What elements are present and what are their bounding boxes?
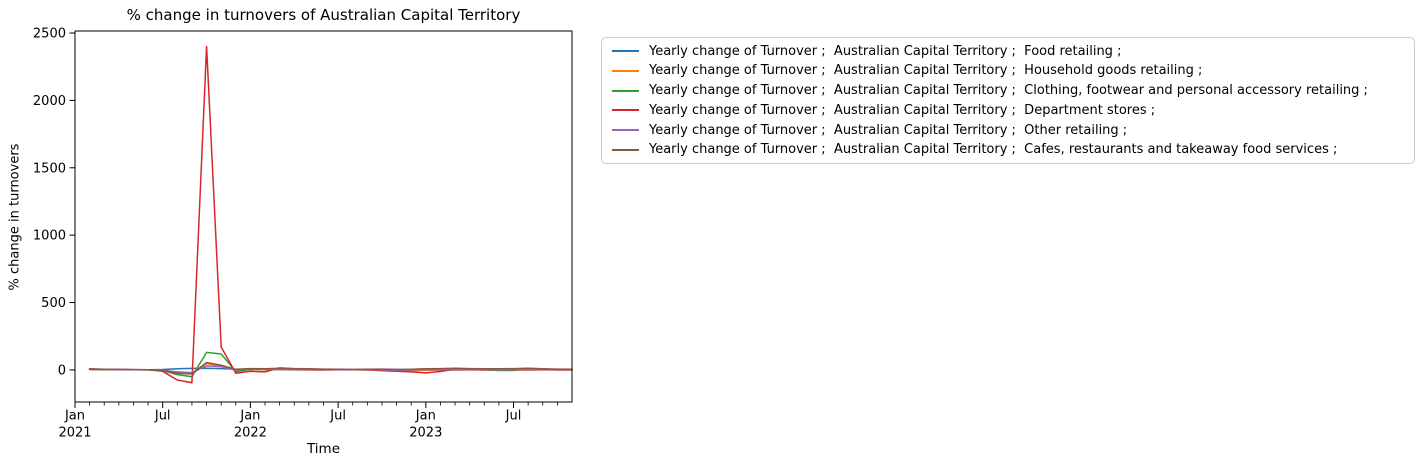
legend-line-sample [612,129,639,132]
x-tick-year-label: 2021 [58,426,91,441]
legend: Yearly change of Turnover ; Australian C… [601,37,1415,164]
x-tick-label: Jan [239,409,260,424]
x-tick-label: Jul [154,409,171,424]
legend-item: Yearly change of Turnover ; Australian C… [612,101,1404,120]
legend-line-sample [612,89,639,92]
legend-item-label: Yearly change of Turnover ; Australian C… [649,83,1368,99]
y-tick-label: 500 [41,296,66,311]
x-tick-label: Jan [64,409,85,424]
x-tick-label: Jan [415,409,436,424]
legend-line-sample [612,148,639,151]
series-line-5 [88,361,573,375]
legend-line-sample [612,69,639,72]
x-tick-label: Jul [505,409,522,424]
series-line-3 [88,45,573,384]
x-tick-year-label: 2022 [234,426,267,441]
legend-item: Yearly change of Turnover ; Australian C… [612,121,1404,140]
x-tick-label: Jul [329,409,346,424]
legend-item-label: Yearly change of Turnover ; Australian C… [649,43,1122,59]
x-tick-year-label: 2023 [409,426,442,441]
legend-item-label: Yearly change of Turnover ; Australian C… [649,63,1203,79]
legend-item: Yearly change of Turnover ; Australian C… [612,140,1404,159]
legend-item: Yearly change of Turnover ; Australian C… [612,42,1404,61]
y-tick-label: 1500 [33,161,66,176]
y-tick-label: 0 [58,363,66,378]
legend-item-label: Yearly change of Turnover ; Australian C… [649,102,1156,118]
series-line-2 [88,351,573,378]
y-tick-label: 2000 [33,94,66,109]
axes-spines [74,30,573,403]
legend-line-sample [612,109,639,112]
chart-title: % change in turnovers of Australian Capi… [126,6,521,24]
legend-item: Yearly change of Turnover ; Australian C… [612,61,1404,80]
legend-item: Yearly change of Turnover ; Australian C… [612,81,1404,100]
y-tick-label: 2500 [33,27,66,42]
y-tick-label: 1000 [33,229,66,244]
x-axis-label: Time [306,441,341,457]
legend-item-label: Yearly change of Turnover ; Australian C… [649,122,1128,138]
legend-line-sample [612,50,639,53]
legend-item-label: Yearly change of Turnover ; Australian C… [649,142,1338,158]
